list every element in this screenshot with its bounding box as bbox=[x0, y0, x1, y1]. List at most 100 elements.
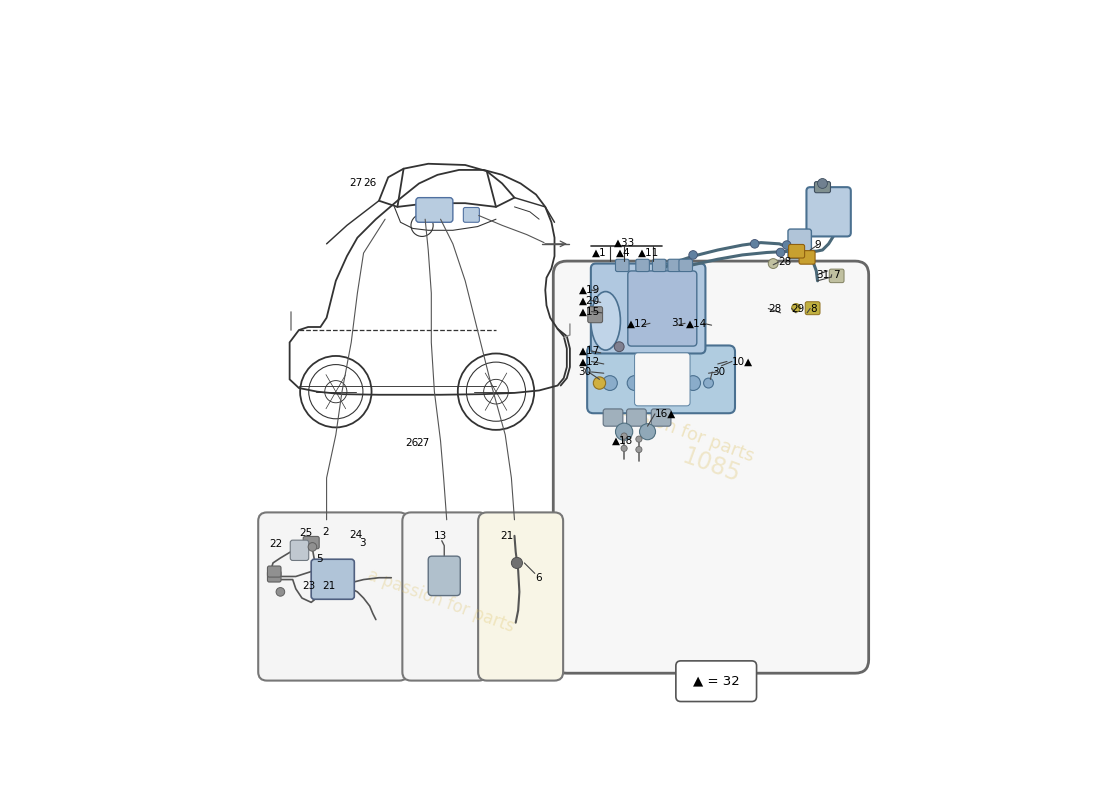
Text: a passion for parts: a passion for parts bbox=[593, 391, 757, 466]
FancyBboxPatch shape bbox=[416, 198, 453, 222]
Text: 7: 7 bbox=[833, 270, 839, 280]
Text: ▲20: ▲20 bbox=[579, 295, 600, 306]
FancyBboxPatch shape bbox=[478, 513, 563, 681]
FancyBboxPatch shape bbox=[627, 409, 647, 426]
FancyBboxPatch shape bbox=[591, 263, 705, 354]
FancyBboxPatch shape bbox=[267, 571, 280, 582]
FancyBboxPatch shape bbox=[652, 259, 666, 271]
Text: 30: 30 bbox=[579, 367, 592, 377]
Circle shape bbox=[614, 342, 624, 352]
Text: 27: 27 bbox=[417, 438, 430, 449]
Circle shape bbox=[627, 376, 642, 390]
FancyBboxPatch shape bbox=[587, 306, 603, 322]
FancyBboxPatch shape bbox=[806, 187, 850, 237]
Text: 27: 27 bbox=[349, 178, 362, 189]
FancyBboxPatch shape bbox=[668, 259, 681, 271]
FancyBboxPatch shape bbox=[799, 250, 815, 264]
Text: ▲12: ▲12 bbox=[579, 357, 600, 366]
Text: ▲12: ▲12 bbox=[627, 318, 648, 328]
FancyBboxPatch shape bbox=[814, 182, 830, 193]
Circle shape bbox=[593, 377, 606, 390]
FancyBboxPatch shape bbox=[788, 229, 812, 258]
FancyBboxPatch shape bbox=[635, 353, 690, 406]
Text: 29: 29 bbox=[792, 303, 805, 314]
Circle shape bbox=[750, 239, 759, 248]
Text: 1085: 1085 bbox=[679, 444, 744, 487]
Circle shape bbox=[768, 258, 778, 269]
FancyBboxPatch shape bbox=[616, 259, 629, 271]
FancyBboxPatch shape bbox=[675, 661, 757, 702]
Circle shape bbox=[654, 376, 670, 390]
Circle shape bbox=[782, 241, 791, 250]
Ellipse shape bbox=[591, 291, 620, 350]
Text: 22: 22 bbox=[270, 539, 283, 550]
Text: 28: 28 bbox=[768, 303, 781, 314]
Text: ▲15: ▲15 bbox=[579, 306, 600, 317]
Text: 6: 6 bbox=[535, 573, 541, 582]
Text: 9: 9 bbox=[814, 240, 821, 250]
Circle shape bbox=[689, 250, 697, 259]
Text: 21: 21 bbox=[322, 581, 335, 590]
FancyBboxPatch shape bbox=[628, 271, 696, 346]
Circle shape bbox=[639, 424, 656, 440]
Text: 3: 3 bbox=[360, 538, 366, 547]
Circle shape bbox=[704, 378, 714, 388]
Text: 2: 2 bbox=[322, 527, 329, 537]
Text: ▲4: ▲4 bbox=[616, 248, 630, 258]
Circle shape bbox=[621, 433, 627, 439]
Text: 16▲: 16▲ bbox=[654, 409, 676, 419]
Text: 5: 5 bbox=[317, 554, 323, 564]
Text: ▲17: ▲17 bbox=[579, 346, 600, 356]
FancyBboxPatch shape bbox=[290, 540, 309, 561]
Circle shape bbox=[603, 376, 617, 390]
FancyBboxPatch shape bbox=[679, 259, 693, 271]
Text: 31: 31 bbox=[816, 270, 829, 280]
FancyBboxPatch shape bbox=[829, 269, 844, 282]
Circle shape bbox=[685, 376, 701, 390]
Text: 28: 28 bbox=[778, 258, 791, 267]
Text: 30: 30 bbox=[712, 367, 725, 377]
Circle shape bbox=[792, 303, 801, 312]
FancyBboxPatch shape bbox=[603, 409, 623, 426]
Text: 24: 24 bbox=[349, 530, 362, 540]
Text: 31: 31 bbox=[671, 318, 684, 328]
Circle shape bbox=[777, 248, 785, 257]
Circle shape bbox=[616, 423, 632, 440]
FancyBboxPatch shape bbox=[403, 513, 487, 681]
Circle shape bbox=[817, 178, 827, 189]
FancyBboxPatch shape bbox=[789, 245, 804, 258]
Text: 25: 25 bbox=[299, 528, 312, 538]
Circle shape bbox=[276, 587, 285, 596]
Circle shape bbox=[636, 436, 642, 442]
FancyBboxPatch shape bbox=[587, 346, 735, 414]
Text: 26: 26 bbox=[405, 438, 418, 449]
Text: ▲18: ▲18 bbox=[613, 436, 634, 446]
Text: ▲14: ▲14 bbox=[686, 318, 707, 328]
FancyBboxPatch shape bbox=[304, 537, 319, 549]
FancyBboxPatch shape bbox=[636, 259, 649, 271]
FancyBboxPatch shape bbox=[463, 207, 480, 222]
Text: 21: 21 bbox=[500, 531, 514, 542]
Text: ▲33: ▲33 bbox=[614, 238, 635, 248]
Text: ▲19: ▲19 bbox=[579, 285, 600, 295]
Circle shape bbox=[512, 558, 522, 569]
Text: 10▲: 10▲ bbox=[732, 357, 754, 366]
FancyBboxPatch shape bbox=[553, 261, 869, 673]
Text: a passion for parts: a passion for parts bbox=[365, 566, 516, 636]
Circle shape bbox=[636, 446, 642, 453]
FancyBboxPatch shape bbox=[651, 409, 671, 426]
Text: 13: 13 bbox=[433, 531, 448, 542]
Circle shape bbox=[621, 446, 627, 451]
Text: ▲1: ▲1 bbox=[592, 248, 607, 258]
Text: ▲11: ▲11 bbox=[638, 248, 659, 258]
Text: 26: 26 bbox=[363, 178, 376, 189]
FancyBboxPatch shape bbox=[428, 556, 460, 595]
Text: ▲ = 32: ▲ = 32 bbox=[693, 674, 739, 688]
FancyBboxPatch shape bbox=[267, 566, 280, 577]
Text: 23: 23 bbox=[302, 581, 316, 590]
FancyBboxPatch shape bbox=[311, 559, 354, 599]
FancyBboxPatch shape bbox=[258, 513, 408, 681]
Circle shape bbox=[308, 542, 317, 551]
FancyBboxPatch shape bbox=[805, 302, 820, 314]
Text: 8: 8 bbox=[810, 303, 817, 314]
